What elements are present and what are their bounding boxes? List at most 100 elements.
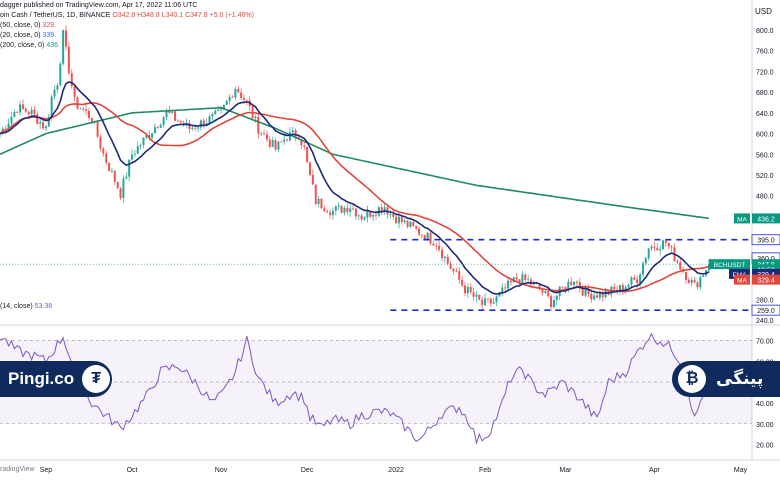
candle-body [283, 139, 286, 142]
candle-body [4, 128, 7, 130]
candle-body [541, 288, 544, 293]
badge-value-text: 259.0 [757, 308, 775, 315]
candle-body [636, 279, 639, 284]
price-tick-label: 560.0 [756, 152, 774, 159]
candle-body [245, 99, 248, 101]
candle-body [687, 280, 690, 283]
candle-body [504, 287, 507, 289]
candle-body [70, 73, 73, 87]
candle-body [225, 100, 228, 105]
candle-body [435, 245, 438, 247]
candle-body [220, 108, 223, 110]
price-tick-label: 720.0 [756, 69, 774, 76]
candle-body [475, 294, 478, 297]
indicator-ma200[interactable]: (200, close, 0) 436 [0, 41, 58, 50]
candle-body [349, 208, 352, 213]
candle-body [679, 262, 682, 270]
brand-name-persian: پینگی [716, 369, 764, 389]
indicator-ma50[interactable]: (50, close, 0) 329. [0, 21, 56, 30]
candle-body [271, 140, 274, 147]
rsi-tick-label: 40.00 [756, 401, 774, 408]
candle-body [573, 281, 576, 285]
candle-body [42, 122, 45, 129]
price-tick-label: 640.0 [756, 111, 774, 118]
candle-body [30, 109, 33, 115]
candle-body [639, 274, 642, 284]
candle-body [288, 132, 291, 141]
candle-body [380, 207, 383, 213]
candle-body [696, 282, 699, 288]
candle-body [461, 279, 464, 286]
candle-body [188, 122, 191, 129]
candle-body [409, 221, 412, 227]
candle-body [581, 288, 584, 296]
badge-value-box [752, 274, 780, 285]
candle-body [108, 162, 111, 172]
candle-body [156, 127, 159, 129]
candle-body [277, 141, 280, 150]
candle-body [596, 295, 599, 298]
indicator-label: (200, close, 0) [0, 42, 45, 49]
brand-name: Pingi.co [8, 369, 75, 388]
candle-body [352, 208, 355, 210]
candle-body [693, 279, 696, 283]
candle-body [707, 264, 710, 271]
candle-body [501, 287, 504, 293]
badge-value-text: 329.4 [757, 278, 775, 285]
candle-body [616, 289, 619, 291]
candle-body [690, 279, 693, 283]
candle-body [300, 138, 303, 146]
candle-body [472, 292, 475, 297]
candle-body [684, 272, 687, 281]
candle-body [406, 220, 409, 227]
candle-body [153, 127, 156, 134]
candle-body [578, 282, 581, 289]
candle-body [458, 271, 461, 280]
rsi-legend[interactable]: (14, close) 53.38 [0, 302, 52, 311]
price-tick-label: 800.0 [756, 28, 774, 35]
candle-body [397, 216, 400, 224]
candle-body [412, 221, 415, 227]
candle-body [197, 127, 200, 129]
candle-body [19, 104, 22, 113]
candle-body [257, 116, 260, 135]
candle-body [418, 228, 421, 235]
candle-body [47, 116, 50, 127]
price-tick-label: 240.0 [756, 318, 774, 325]
badge-value-box [751, 234, 780, 246]
candle-body [624, 287, 627, 291]
candle-body [432, 243, 435, 246]
rsi-line [0, 332, 710, 446]
candle-body [82, 108, 85, 110]
ohlc-values: O342.8 H348.8 L340.1 C347.8 +5.0 (+1.46%… [112, 12, 254, 19]
candle-body [176, 120, 179, 122]
candle-body [509, 280, 512, 283]
indicator-ema20[interactable]: (20, close, 0) 339. [0, 31, 56, 40]
badge-value-text: 436.2 [757, 216, 775, 223]
candle-body [466, 286, 469, 294]
candle-body [426, 232, 429, 241]
time-tick-label: Apr [649, 467, 661, 474]
candle-body [133, 153, 136, 155]
rsi-band [0, 340, 752, 424]
candle-body [429, 232, 432, 244]
candle-body [214, 110, 217, 114]
candle-body [291, 130, 294, 133]
candle-body [320, 198, 323, 209]
ma200-line [0, 106, 710, 220]
candle-body [240, 92, 243, 98]
candle-body [16, 111, 19, 113]
candle-body [311, 174, 314, 185]
candle-body [228, 96, 231, 101]
rsi-value: 53.38 [34, 303, 53, 310]
candle-body [145, 135, 148, 138]
candle-body [337, 205, 340, 207]
candle-body [265, 134, 268, 140]
candle-body [280, 141, 283, 143]
candle-body [441, 249, 444, 259]
candle-body [110, 170, 113, 172]
candle-body [627, 284, 630, 288]
candle-body [550, 296, 553, 307]
